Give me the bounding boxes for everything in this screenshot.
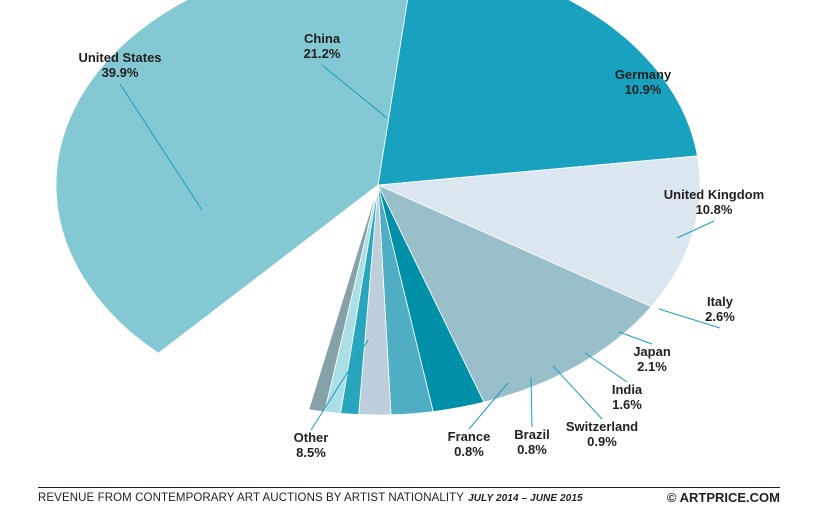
slice-value-brazil: 0.8% bbox=[517, 442, 547, 457]
pie-slice-united-states bbox=[55, 0, 408, 354]
leader-line-united-states bbox=[119, 83, 203, 211]
slice-label-china: China bbox=[304, 31, 341, 46]
slice-label-other: Other bbox=[294, 430, 329, 445]
slice-value-united-states: 39.9% bbox=[102, 65, 139, 80]
slice-value-italy: 2.6% bbox=[705, 309, 735, 324]
chart-period: JULY 2014 – JUNE 2015 bbox=[468, 493, 583, 504]
slice-label-brazil: Brazil bbox=[514, 427, 549, 442]
slice-label-italy: Italy bbox=[707, 294, 734, 309]
slice-value-switzerland: 0.9% bbox=[587, 434, 617, 449]
slice-value-japan: 2.1% bbox=[637, 359, 667, 374]
slice-value-germany: 10.9% bbox=[625, 82, 662, 97]
slice-value-india: 1.6% bbox=[612, 397, 642, 412]
slice-value-china: 21.2% bbox=[304, 46, 341, 61]
slice-value-other: 8.5% bbox=[296, 445, 326, 460]
slice-value-united-kingdom: 10.8% bbox=[696, 202, 733, 217]
pie-slice-germany bbox=[376, 155, 701, 308]
leader-line-brazil bbox=[530, 377, 533, 428]
slice-label-united-states: United States bbox=[78, 50, 161, 65]
pie-slice-united-kingdom bbox=[377, 184, 652, 403]
slice-value-france: 0.8% bbox=[454, 444, 484, 459]
slice-label-switzerland: Switzerland bbox=[566, 419, 638, 434]
slice-label-japan: Japan bbox=[633, 344, 671, 359]
leader-line-united-kingdom bbox=[676, 220, 715, 239]
slice-label-france: France bbox=[448, 429, 491, 444]
leader-line-france bbox=[468, 382, 509, 430]
slice-label-india: India bbox=[612, 382, 643, 397]
leader-line-germany bbox=[617, 100, 644, 138]
leader-line-other bbox=[310, 339, 369, 431]
pie-slice-other bbox=[157, 183, 379, 411]
slice-label-united-kingdom: United Kingdom bbox=[664, 187, 764, 202]
chart-title: REVENUE FROM CONTEMPORARY ART AUCTIONS B… bbox=[38, 492, 583, 504]
leader-lines bbox=[119, 64, 721, 431]
leader-line-china bbox=[321, 64, 388, 119]
leader-line-switzerland bbox=[552, 365, 603, 420]
leader-line-japan bbox=[618, 331, 653, 345]
pie-slices bbox=[55, 0, 701, 416]
chart-footer: REVENUE FROM CONTEMPORARY ART AUCTIONS B… bbox=[38, 487, 780, 509]
slice-label-germany: Germany bbox=[615, 67, 672, 82]
chart-title-text: REVENUE FROM CONTEMPORARY ART AUCTIONS B… bbox=[38, 492, 465, 504]
chart-source: © ARTPRICE.COM bbox=[666, 490, 780, 505]
pie-slice-china bbox=[377, 0, 698, 186]
leader-line-india bbox=[584, 352, 628, 383]
leader-line-italy bbox=[658, 308, 721, 329]
